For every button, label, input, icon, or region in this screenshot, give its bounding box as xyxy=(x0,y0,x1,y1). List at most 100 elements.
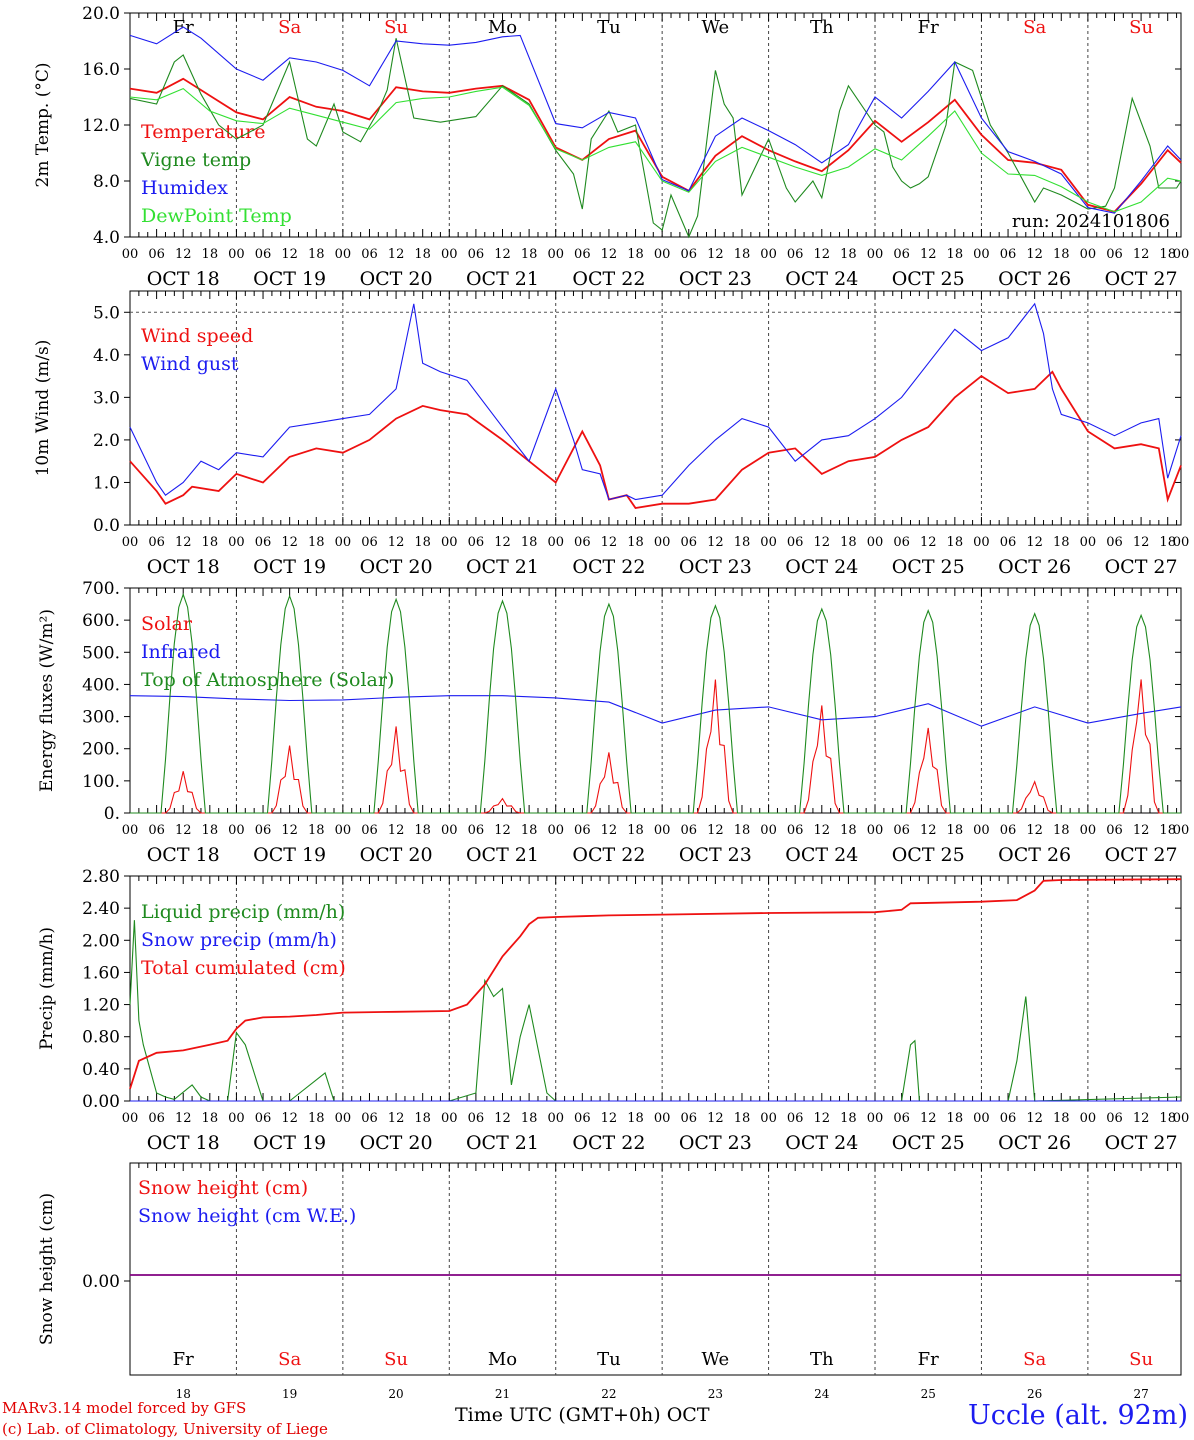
date-label: OCT 19 xyxy=(253,1132,326,1154)
hour-tick-label: 18 xyxy=(947,247,964,262)
series-line-humidex xyxy=(129,26,1182,214)
hour-tick-label: 12 xyxy=(388,247,405,262)
hour-tick-label: 00 xyxy=(1080,1111,1097,1126)
date-label: OCT 19 xyxy=(253,268,326,290)
series-line-temperature xyxy=(129,77,1182,213)
hour-tick-label: 00 xyxy=(973,1111,990,1126)
hour-tick-label: 12 xyxy=(1133,823,1150,838)
day-name-label: Mo xyxy=(488,1349,517,1370)
hour-tick-label: 06 xyxy=(468,247,485,262)
hour-tick-label: 00 xyxy=(654,1111,671,1126)
hour-tick-label: 12 xyxy=(814,1111,831,1126)
hour-tick-label: 06 xyxy=(574,823,591,838)
hour-tick-label: 00 xyxy=(654,535,671,550)
day-name-label: Fr xyxy=(173,1349,194,1370)
day-number-label: 27 xyxy=(1133,1387,1148,1401)
hour-tick-label: 18 xyxy=(202,247,219,262)
hour-tick-label: 06 xyxy=(148,1111,165,1126)
hour-tick-label: 12 xyxy=(814,247,831,262)
date-label: OCT 27 xyxy=(1105,556,1178,578)
hour-tick-label: 12 xyxy=(1026,1111,1043,1126)
day-number-label: 26 xyxy=(1027,1387,1042,1401)
hour-tick-label: 00 xyxy=(441,1111,458,1126)
hour-tick-label: 00 xyxy=(1080,247,1097,262)
hour-tick-label: 00 xyxy=(547,535,564,550)
hour-tick-label: 06 xyxy=(787,247,804,262)
x-axis-title: Time UTC (GMT+0h) OCT xyxy=(455,1404,710,1426)
hour-tick-label: 06 xyxy=(680,823,697,838)
y-tick-label: 0.80 xyxy=(82,1028,120,1048)
y-axis-title: Energy fluxes (W/m²) xyxy=(37,609,57,792)
hour-tick-label: 00 xyxy=(122,247,139,262)
date-label: OCT 26 xyxy=(998,844,1071,866)
hour-tick-label: 00 xyxy=(441,535,458,550)
hour-tick-label: 06 xyxy=(361,535,378,550)
hour-tick-label: 12 xyxy=(388,823,405,838)
hour-tick-label: 06 xyxy=(893,535,910,550)
hour-tick-label: 12 xyxy=(175,823,192,838)
y-tick-label: 0. xyxy=(104,804,120,824)
hour-tick-label: 00 xyxy=(760,247,777,262)
hour-tick-label: 00 xyxy=(335,823,352,838)
legend-entry: Top of Atmosphere (Solar) xyxy=(141,669,394,691)
hour-tick-label: 18 xyxy=(947,1111,964,1126)
hour-tick-label: 06 xyxy=(468,1111,485,1126)
hour-tick-label: 18 xyxy=(521,535,538,550)
date-label: OCT 19 xyxy=(253,844,326,866)
y-axis-title: Precip (mm/h) xyxy=(37,927,57,1050)
hour-tick-label: 18 xyxy=(308,1111,325,1126)
hour-tick-label: 06 xyxy=(361,1111,378,1126)
hour-tick-label: 06 xyxy=(1000,823,1017,838)
day-name-label: Fr xyxy=(918,1349,939,1370)
series-line-top-of-atmosphere-solar- xyxy=(130,592,1181,814)
hour-tick-label: 06 xyxy=(1000,247,1017,262)
y-tick-label: 300. xyxy=(82,708,120,728)
hour-tick-label: 18 xyxy=(414,1111,431,1126)
hour-tick-label: 18 xyxy=(1053,1111,1070,1126)
hour-tick-label: 06 xyxy=(680,247,697,262)
day-number-label: 21 xyxy=(495,1387,510,1401)
hour-tick-label: 00 xyxy=(867,823,884,838)
hour-tick-label: 00 xyxy=(547,1111,564,1126)
hour-tick-label: 00 xyxy=(228,535,245,550)
hour-tick-label: 00 xyxy=(228,1111,245,1126)
day-name-label: Su xyxy=(1129,17,1153,38)
hour-tick-label: 12 xyxy=(494,535,511,550)
hour-tick-label: 18 xyxy=(202,1111,219,1126)
hour-tick-label: 06 xyxy=(1106,1111,1123,1126)
y-tick-label: 500. xyxy=(82,643,120,663)
y-tick-label: 1.60 xyxy=(82,963,120,983)
hour-tick-label: 00 xyxy=(441,247,458,262)
day-number-label: 19 xyxy=(282,1387,297,1401)
hour-tick-label: 12 xyxy=(601,535,618,550)
y-tick-label: 2.40 xyxy=(82,899,120,919)
legend-entry: Total cumulated (cm) xyxy=(141,957,346,979)
day-number-label: 22 xyxy=(601,1387,616,1401)
hour-tick-label: 12 xyxy=(1026,247,1043,262)
hour-tick-label: 18 xyxy=(521,1111,538,1126)
y-tick-label: 0.0 xyxy=(93,516,120,536)
hour-tick-label: 12 xyxy=(1026,823,1043,838)
legend-entry: Solar xyxy=(141,613,193,635)
date-label: OCT 23 xyxy=(679,556,752,578)
hour-tick-label: 00 xyxy=(228,823,245,838)
date-label: OCT 18 xyxy=(147,556,220,578)
day-name-label: Sa xyxy=(278,1349,301,1370)
hour-tick-label: 06 xyxy=(1000,535,1017,550)
date-label: OCT 22 xyxy=(572,844,645,866)
hour-tick-label: 06 xyxy=(574,535,591,550)
legend-entry: Wind speed xyxy=(141,325,253,347)
date-label: OCT 23 xyxy=(679,268,752,290)
hour-tick-label: 06 xyxy=(468,535,485,550)
date-label: OCT 21 xyxy=(466,556,539,578)
series-line-infrared xyxy=(129,695,1182,727)
series-line-solar xyxy=(130,679,1181,814)
hour-tick-label: 18 xyxy=(627,1111,644,1126)
y-tick-label: 8.0 xyxy=(93,172,120,192)
hour-tick-label: 12 xyxy=(494,823,511,838)
hour-tick-label: 12 xyxy=(175,247,192,262)
hour-tick-label: 18 xyxy=(414,823,431,838)
date-label: OCT 19 xyxy=(253,556,326,578)
hour-tick-label: 06 xyxy=(148,247,165,262)
